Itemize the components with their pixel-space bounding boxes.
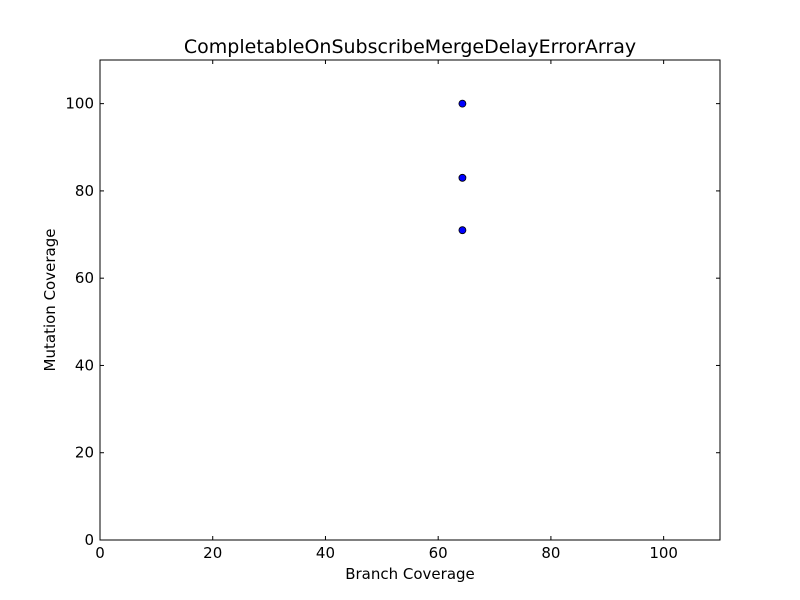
x-tick-label: 60 — [429, 544, 448, 562]
plot-area — [99, 59, 721, 541]
x-tick-labels: 0 20 40 60 80 100 — [95, 544, 678, 562]
y-tick-label: 100 — [65, 95, 94, 113]
data-point — [458, 226, 467, 235]
x-tick-label: 20 — [203, 544, 222, 562]
x-tick-label: 80 — [541, 544, 560, 562]
x-axis-label: Branch Coverage — [345, 565, 475, 583]
y-axis-label: Mutation Coverage — [41, 229, 59, 372]
chart-title: CompletableOnSubscribeMergeDelayErrorArr… — [184, 36, 636, 58]
y-tick-labels: 0 20 40 60 80 100 — [65, 95, 94, 549]
x-tick-label: 0 — [95, 544, 105, 562]
axis-ticks — [99, 60, 720, 541]
x-tick-label: 100 — [649, 544, 678, 562]
data-point — [458, 99, 467, 108]
y-tick-label: 60 — [75, 269, 94, 287]
y-tick-label: 20 — [75, 444, 94, 462]
x-tick-label: 40 — [316, 544, 335, 562]
data-points — [458, 99, 467, 235]
y-tick-label: 40 — [75, 356, 94, 374]
data-point — [458, 173, 467, 182]
y-tick-label: 0 — [84, 531, 94, 549]
y-tick-label: 80 — [75, 182, 94, 200]
